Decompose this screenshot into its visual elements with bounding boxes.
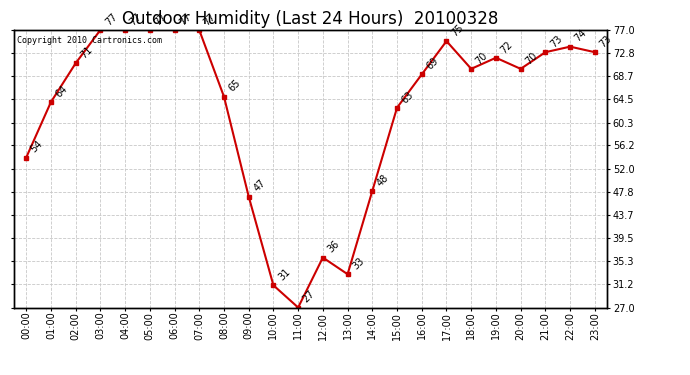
Text: 77: 77 <box>128 11 144 27</box>
Text: 63: 63 <box>400 89 415 105</box>
Text: 27: 27 <box>301 289 317 305</box>
Text: 47: 47 <box>251 178 267 194</box>
Text: 69: 69 <box>424 56 440 72</box>
Text: 77: 77 <box>202 11 218 27</box>
Text: 77: 77 <box>177 11 193 27</box>
Text: Copyright 2010 Cartronics.com: Copyright 2010 Cartronics.com <box>17 36 161 45</box>
Text: 65: 65 <box>227 78 243 94</box>
Text: 31: 31 <box>276 267 292 282</box>
Text: 70: 70 <box>474 50 490 66</box>
Text: 74: 74 <box>573 28 589 44</box>
Text: 33: 33 <box>351 256 366 272</box>
Text: 73: 73 <box>598 34 613 50</box>
Text: 77: 77 <box>152 11 168 27</box>
Text: 77: 77 <box>103 11 119 27</box>
Text: 48: 48 <box>375 172 391 188</box>
Text: 36: 36 <box>326 239 342 255</box>
Text: 70: 70 <box>524 50 540 66</box>
Text: 72: 72 <box>499 39 515 55</box>
Text: 71: 71 <box>79 45 95 60</box>
Title: Outdoor Humidity (Last 24 Hours)  20100328: Outdoor Humidity (Last 24 Hours) 2010032… <box>122 10 499 28</box>
Text: 75: 75 <box>449 22 465 38</box>
Text: 64: 64 <box>54 84 70 99</box>
Text: 54: 54 <box>29 139 45 155</box>
Text: 73: 73 <box>548 34 564 50</box>
